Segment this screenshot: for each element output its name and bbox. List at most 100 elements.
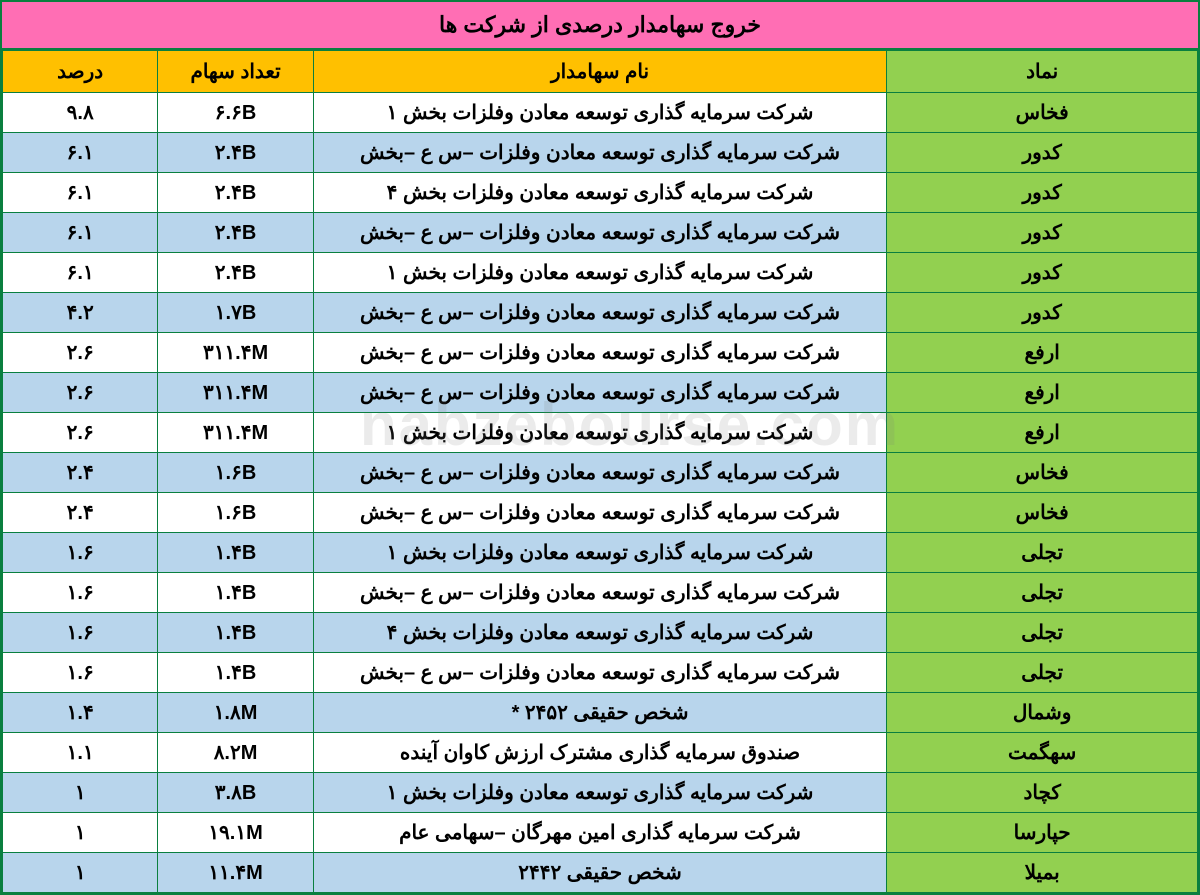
cell-symbol: کدور <box>887 173 1198 213</box>
cell-shares: ۳.۸B <box>158 773 313 813</box>
cell-percent: ۶.۱ <box>3 213 158 253</box>
cell-shareholder: شرکت سرمایه گذاری توسعه معادن وفلزات –س … <box>313 453 887 493</box>
cell-shares: ۱۹.۱M <box>158 813 313 853</box>
cell-shareholder: شرکت سرمایه گذاری توسعه معادن وفلزات بخش… <box>313 413 887 453</box>
cell-shares: ۶.۶B <box>158 93 313 133</box>
table-row: تجلیشرکت سرمایه گذاری توسعه معادن وفلزات… <box>3 653 1198 693</box>
table-row: کدورشرکت سرمایه گذاری توسعه معادن وفلزات… <box>3 213 1198 253</box>
cell-symbol: فخاس <box>887 453 1198 493</box>
cell-shares: ۲.۴B <box>158 213 313 253</box>
cell-shareholder: شرکت سرمایه گذاری توسعه معادن وفلزات بخش… <box>313 613 887 653</box>
cell-shareholder: شرکت سرمایه گذاری امین مهرگان –سهامی عام <box>313 813 887 853</box>
cell-symbol: بمیلا <box>887 853 1198 893</box>
table-row: کدورشرکت سرمایه گذاری توسعه معادن وفلزات… <box>3 133 1198 173</box>
cell-shares: ۳۱۱.۴M <box>158 413 313 453</box>
cell-percent: ۲.۴ <box>3 493 158 533</box>
header-percent: درصد <box>3 51 158 93</box>
table-row: ارفعشرکت سرمایه گذاری توسعه معادن وفلزات… <box>3 333 1198 373</box>
cell-shares: ۲.۴B <box>158 253 313 293</box>
cell-percent: ۶.۱ <box>3 173 158 213</box>
table-row: سهگمتصندوق سرمایه گذاری مشترک ارزش کاوان… <box>3 733 1198 773</box>
header-row: نماد نام سهامدار تعداد سهام درصد <box>3 51 1198 93</box>
cell-shareholder: شخص حقیقی ۲۴۵۲ * <box>313 693 887 733</box>
table-row: کدورشرکت سرمایه گذاری توسعه معادن وفلزات… <box>3 253 1198 293</box>
cell-symbol: کدور <box>887 133 1198 173</box>
cell-shareholder: شرکت سرمایه گذاری توسعه معادن وفلزات بخش… <box>313 253 887 293</box>
cell-symbol: ارفع <box>887 333 1198 373</box>
cell-shares: ۸.۲M <box>158 733 313 773</box>
cell-shareholder: شرکت سرمایه گذاری توسعه معادن وفلزات –س … <box>313 573 887 613</box>
cell-shares: ۱.۴B <box>158 653 313 693</box>
cell-shareholder: شرکت سرمایه گذاری توسعه معادن وفلزات –س … <box>313 213 887 253</box>
cell-shareholder: شرکت سرمایه گذاری توسعه معادن وفلزات –س … <box>313 133 887 173</box>
cell-shares: ۳۱۱.۴M <box>158 373 313 413</box>
cell-percent: ۱ <box>3 773 158 813</box>
cell-shareholder: شرکت سرمایه گذاری توسعه معادن وفلزات –س … <box>313 293 887 333</box>
cell-shares: ۱.۴B <box>158 613 313 653</box>
cell-shares: ۱.۸M <box>158 693 313 733</box>
cell-symbol: ارفع <box>887 373 1198 413</box>
cell-percent: ۱.۱ <box>3 733 158 773</box>
cell-symbol: تجلی <box>887 533 1198 573</box>
cell-symbol: وشمال <box>887 693 1198 733</box>
cell-shares: ۳۱۱.۴M <box>158 333 313 373</box>
shareholder-exit-table: خروج سهامدار درصدی از شرکت ها نماد نام س… <box>0 0 1200 895</box>
table-row: کدورشرکت سرمایه گذاری توسعه معادن وفلزات… <box>3 173 1198 213</box>
cell-percent: ۱.۶ <box>3 573 158 613</box>
cell-symbol: تجلی <box>887 653 1198 693</box>
cell-shares: ۱.۶B <box>158 453 313 493</box>
cell-symbol: ارفع <box>887 413 1198 453</box>
cell-shares: ۱.۷B <box>158 293 313 333</box>
cell-shareholder: شرکت سرمایه گذاری توسعه معادن وفلزات –س … <box>313 333 887 373</box>
cell-percent: ۹.۸ <box>3 93 158 133</box>
table-row: وشمالشخص حقیقی ۲۴۵۲ *۱.۸M۱.۴ <box>3 693 1198 733</box>
cell-shareholder: شرکت سرمایه گذاری توسعه معادن وفلزات بخش… <box>313 773 887 813</box>
cell-percent: ۱.۴ <box>3 693 158 733</box>
cell-percent: ۲.۴ <box>3 453 158 493</box>
cell-percent: ۱.۶ <box>3 653 158 693</box>
table-row: حپارساشرکت سرمایه گذاری امین مهرگان –سها… <box>3 813 1198 853</box>
table-body: فخاسشرکت سرمایه گذاری توسعه معادن وفلزات… <box>3 93 1198 893</box>
cell-percent: ۶.۱ <box>3 133 158 173</box>
table-row: ارفعشرکت سرمایه گذاری توسعه معادن وفلزات… <box>3 373 1198 413</box>
table-row: تجلیشرکت سرمایه گذاری توسعه معادن وفلزات… <box>3 533 1198 573</box>
cell-symbol: تجلی <box>887 573 1198 613</box>
cell-percent: ۱.۶ <box>3 613 158 653</box>
cell-percent: ۲.۶ <box>3 413 158 453</box>
cell-shareholder: شرکت سرمایه گذاری توسعه معادن وفلزات –س … <box>313 653 887 693</box>
cell-symbol: سهگمت <box>887 733 1198 773</box>
cell-symbol: تجلی <box>887 613 1198 653</box>
cell-symbol: کدور <box>887 253 1198 293</box>
cell-shareholder: شرکت سرمایه گذاری توسعه معادن وفلزات بخش… <box>313 173 887 213</box>
cell-symbol: فخاس <box>887 93 1198 133</box>
cell-shareholder: شرکت سرمایه گذاری توسعه معادن وفلزات بخش… <box>313 93 887 133</box>
cell-symbol: کدور <box>887 213 1198 253</box>
cell-shares: ۱۱.۴M <box>158 853 313 893</box>
cell-shareholder: شخص حقیقی ۲۴۴۲ <box>313 853 887 893</box>
cell-symbol: فخاس <box>887 493 1198 533</box>
cell-symbol: کدور <box>887 293 1198 333</box>
header-shares: تعداد سهام <box>158 51 313 93</box>
table-row: تجلیشرکت سرمایه گذاری توسعه معادن وفلزات… <box>3 573 1198 613</box>
cell-percent: ۱ <box>3 813 158 853</box>
cell-symbol: حپارسا <box>887 813 1198 853</box>
cell-percent: ۴.۲ <box>3 293 158 333</box>
table-row: فخاسشرکت سرمایه گذاری توسعه معادن وفلزات… <box>3 453 1198 493</box>
cell-percent: ۱ <box>3 853 158 893</box>
cell-shares: ۱.۴B <box>158 533 313 573</box>
cell-symbol: کچاد <box>887 773 1198 813</box>
table-row: کچادشرکت سرمایه گذاری توسعه معادن وفلزات… <box>3 773 1198 813</box>
table-row: ارفعشرکت سرمایه گذاری توسعه معادن وفلزات… <box>3 413 1198 453</box>
cell-percent: ۲.۶ <box>3 333 158 373</box>
header-symbol: نماد <box>887 51 1198 93</box>
cell-shareholder: شرکت سرمایه گذاری توسعه معادن وفلزات –س … <box>313 493 887 533</box>
table-row: کدورشرکت سرمایه گذاری توسعه معادن وفلزات… <box>3 293 1198 333</box>
table-row: بمیلاشخص حقیقی ۲۴۴۲۱۱.۴M۱ <box>3 853 1198 893</box>
cell-percent: ۲.۶ <box>3 373 158 413</box>
cell-shareholder: شرکت سرمایه گذاری توسعه معادن وفلزات بخش… <box>313 533 887 573</box>
data-table: نماد نام سهامدار تعداد سهام درصد فخاسشرک… <box>2 50 1198 893</box>
header-shareholder: نام سهامدار <box>313 51 887 93</box>
cell-shares: ۱.۶B <box>158 493 313 533</box>
cell-shareholder: شرکت سرمایه گذاری توسعه معادن وفلزات –س … <box>313 373 887 413</box>
table-title: خروج سهامدار درصدی از شرکت ها <box>2 2 1198 50</box>
